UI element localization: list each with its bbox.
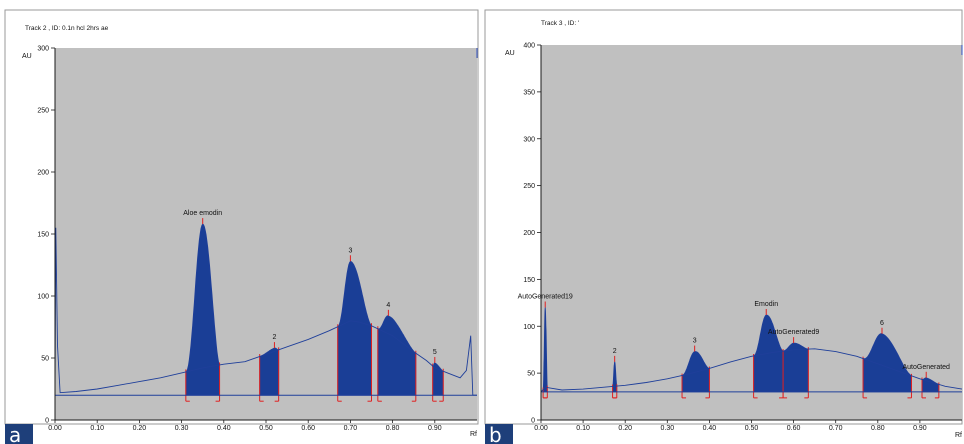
chart-title: Track 3 , ID: ' <box>541 20 579 27</box>
peak-area <box>862 333 912 393</box>
x-tick-label: 0.50 <box>745 425 759 432</box>
peak-label: 6 <box>880 320 884 327</box>
y-tick-label: 300 <box>37 46 49 53</box>
trace-line <box>54 227 477 396</box>
x-tick-label: 0.70 <box>829 425 843 432</box>
y-tick-label: 100 <box>523 324 535 331</box>
x-tick-label: 0.50 <box>259 425 273 432</box>
y-tick-label: 100 <box>37 294 49 301</box>
x-tick-label: 0.10 <box>90 425 104 432</box>
x-tick-label: 0.80 <box>871 425 885 432</box>
peak-label: 3 <box>348 247 352 254</box>
y-tick-label: 200 <box>37 170 49 177</box>
x-tick-label: 0.30 <box>660 425 674 432</box>
x-tick-label: 0.00 <box>48 425 62 432</box>
x-tick-label: 0.10 <box>576 425 590 432</box>
y-tick-label: 150 <box>523 277 535 284</box>
peak-area <box>612 361 618 393</box>
panel-letter-box <box>5 424 33 444</box>
y-tick-label: 250 <box>37 108 49 115</box>
y-axis-label: AU <box>505 50 515 57</box>
x-tick-label: 0.40 <box>217 425 231 432</box>
peak-label: AutoGenerated19 <box>518 294 573 301</box>
x-tick-label: 0.60 <box>301 425 315 432</box>
peak-label: 3 <box>693 338 697 345</box>
y-tick-label: 400 <box>523 43 535 50</box>
y-tick-label: 50 <box>527 371 535 378</box>
peak-label: Emodin <box>754 301 778 308</box>
x-tick-label: 0.80 <box>386 425 400 432</box>
y-tick-label: 0 <box>531 418 535 425</box>
peak-area <box>542 307 548 393</box>
panel-letter: b <box>489 423 502 444</box>
peak-label: 5 <box>433 349 437 356</box>
peak-label: 4 <box>386 302 390 309</box>
x-tick-label: 0.40 <box>703 425 717 432</box>
x-tick-label: 0.30 <box>175 425 189 432</box>
peak-area <box>782 342 809 393</box>
y-tick-label: 150 <box>37 232 49 239</box>
peak-label: 2 <box>272 334 276 341</box>
y-tick-label: 0 <box>45 418 49 425</box>
x-tick-label: 0.90 <box>428 425 442 432</box>
panel-b-chart: AutoGenerated19 2 3 Emodin AutoGenerated9 6 Au… <box>484 9 963 444</box>
panel-letter-box <box>485 424 513 444</box>
x-axis-label: Rf <box>470 431 477 438</box>
chart-title: Track 2 , ID: 0.1n hcl 2hrs ae <box>25 25 109 32</box>
panel-letter: a <box>9 423 21 444</box>
peak-area <box>337 260 372 396</box>
x-tick-label: 0.00 <box>534 425 548 432</box>
y-tick-label: 350 <box>523 89 535 96</box>
peak-area <box>185 223 220 396</box>
x-tick-label: 0.20 <box>618 425 632 432</box>
peak-label: AutoGenerated9 <box>768 329 819 336</box>
peak-label: Aloe emodin <box>183 210 222 217</box>
x-axis-label: Rf <box>955 432 962 439</box>
peak-area <box>432 362 444 396</box>
y-tick-label: 50 <box>41 356 49 363</box>
y-tick-label: 250 <box>523 183 535 190</box>
y-tick-label: 300 <box>523 136 535 143</box>
peak-label: 2 <box>613 348 617 355</box>
x-tick-label: 0.70 <box>344 425 358 432</box>
peak-label: AutoGenerated <box>902 364 950 371</box>
peak-area <box>377 315 417 396</box>
y-axis-label: AU <box>22 53 32 60</box>
y-tick-label: 200 <box>523 230 535 237</box>
x-tick-label: 0.60 <box>787 425 801 432</box>
x-tick-label: 0.20 <box>133 425 147 432</box>
x-tick-label: 0.90 <box>913 425 927 432</box>
trace-line <box>540 348 963 393</box>
